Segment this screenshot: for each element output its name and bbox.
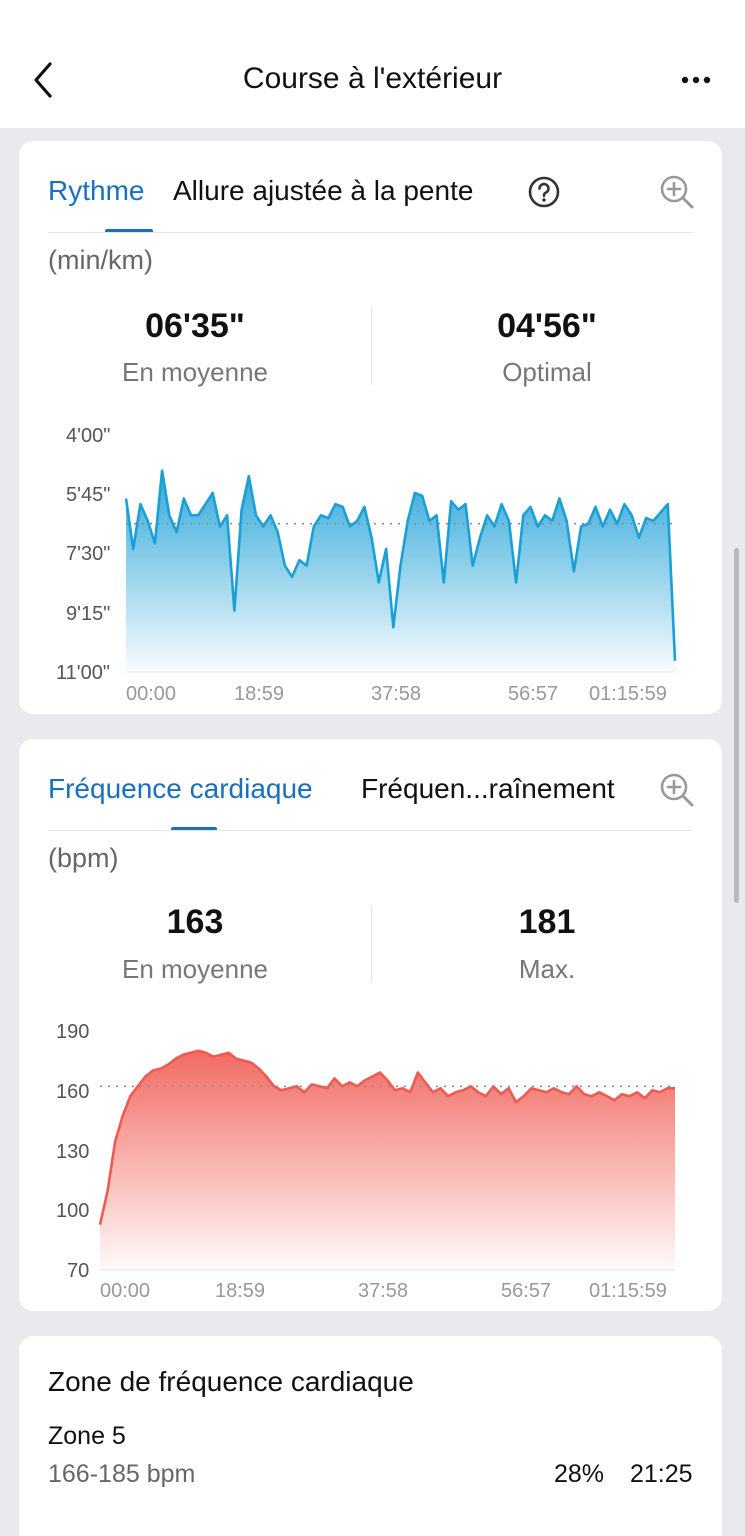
help-circle-icon[interactable] [527,175,561,209]
hr-unit: (bpm) [48,843,119,873]
zone-range: 166-185 bpm [48,1460,196,1488]
pace-xtick: 56:57 [508,683,559,705]
heart-rate-card: Fréquence cardiaque Fréquen...raînement … [19,739,722,1311]
hr-zone-card[interactable]: Zone de fréquence cardiaque Zone 5 166-1… [19,1336,722,1536]
hr-average-label: En moyenne [122,954,268,984]
hr-chart [98,1049,675,1271]
scrollbar[interactable] [734,548,739,903]
tabs-divider [48,232,693,233]
zone-percent: 28% [554,1460,605,1488]
hr-ytick: 100 [56,1200,90,1222]
pace-ytick: 11'00" [56,662,110,684]
tab-frequence-cardiaque[interactable]: Fréquence cardiaque [48,773,313,804]
pace-xtick: 01:15:59 [589,683,667,705]
pace-card: Rythme Allure ajustée à la pente (min/km… [19,141,722,714]
zoom-in-icon[interactable] [659,772,695,808]
tab-allure-ajustee[interactable]: Allure ajustée à la pente [173,175,474,206]
pace-ytick: 9'15" [66,603,111,625]
hr-ytick: 70 [67,1260,90,1282]
series-area [100,1050,675,1270]
hr-xtick: 37:58 [358,1280,409,1302]
tab-rythme[interactable]: Rythme [48,175,145,206]
hr-ytick: 190 [56,1021,90,1043]
hr-xtick: 01:15:59 [589,1280,667,1302]
hr-xtick: 00:00 [100,1280,151,1302]
pace-ytick: 4'00" [66,425,111,447]
back-button[interactable] [28,58,68,102]
tab-frequence-entrainement[interactable]: Fréquen...raînement [361,773,615,804]
series-line [98,1049,675,1225]
pace-tabs: Rythme Allure ajustée à la pente [19,141,722,233]
more-button[interactable] [677,66,717,94]
hr-average-value: 163 [166,903,224,941]
pace-unit: (min/km) [48,245,153,275]
hr-xtick: 18:59 [215,1280,266,1302]
hr-tabs: Fréquence cardiaque Fréquen...raînement [19,739,722,831]
series-line [124,469,677,661]
hr-max-label: Max. [518,954,576,984]
pace-optimal-label: Optimal [502,357,592,387]
page-title: Course à l'extérieur [242,62,503,95]
chevron-left-icon [34,62,52,98]
hr-ytick: 130 [56,1141,90,1163]
hr-max-value: 181 [518,903,576,941]
stats-separator [371,307,372,385]
stats-separator [371,905,372,983]
pace-xtick: 00:00 [126,683,177,705]
hr-xtick: 56:57 [501,1280,552,1302]
pace-optimal-value: 04'56" [497,307,597,345]
pace-ytick: 5'45" [66,484,111,506]
pace-average-value: 06'35" [145,307,245,345]
pace-xtick: 37:58 [371,683,422,705]
top-bar: Course à l'extérieur [0,0,745,128]
hr-ytick: 160 [56,1081,90,1103]
zoom-in-icon[interactable] [659,174,695,210]
zone-time: 21:25 [630,1460,693,1488]
zone-name: Zone 5 [48,1422,126,1450]
pace-xtick: 18:59 [234,683,285,705]
pace-ytick: 7'30" [66,543,111,565]
pace-average-label: En moyenne [122,357,268,387]
active-tab-indicator [105,229,153,233]
tabs-divider [48,830,693,831]
active-tab-indicator [171,827,217,831]
pace-chart [124,469,677,673]
more-horizontal-icon [681,76,711,84]
zone-card-title: Zone de fréquence cardiaque [48,1366,414,1397]
